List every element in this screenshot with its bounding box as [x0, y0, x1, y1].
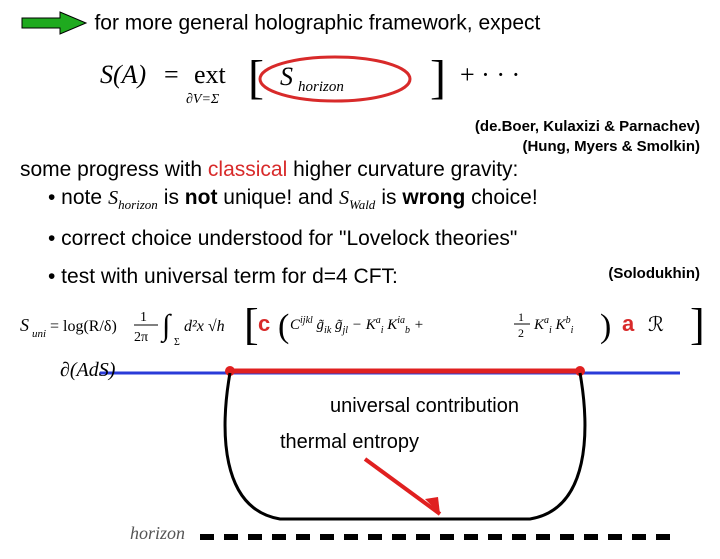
- a-label: a: [622, 311, 634, 337]
- entropy-diagram: universal contribution thermal entropy ∂…: [20, 359, 700, 559]
- equation-row: S uni = log(R/δ) 1 2π ∫ Σ d²x √h [ ] ( C…: [20, 299, 700, 353]
- progress-suffix: higher curvature gravity:: [287, 158, 518, 181]
- eq-suni: S: [20, 315, 29, 335]
- thermal-arrow-line: [365, 459, 440, 514]
- solodukhin-cite: (Solodukhin): [608, 265, 700, 282]
- citation-1: (de.Boer, Kulaxizi & Parnachev): [20, 117, 700, 137]
- note-mid3: is wrong choice!: [381, 186, 537, 210]
- formula-lhs: S(A): [100, 60, 146, 89]
- formula-eq: =: [164, 60, 179, 89]
- test-bullet: • test with universal term for d=4 CFT: …: [48, 265, 700, 289]
- eq-rparen: ): [600, 308, 611, 345]
- eq-frac-top: 1: [140, 310, 147, 325]
- eq-body2: Kai Kbi: [533, 315, 574, 336]
- note-mid1: is not unique! and: [164, 186, 333, 210]
- eq-int-sub: Σ: [174, 337, 180, 348]
- note-swald: SWald: [339, 187, 375, 213]
- citation-2: (Hung, Myers & Smolkin): [20, 137, 700, 157]
- eq-half-top: 1: [518, 310, 524, 324]
- eq-int: ∫: [160, 309, 172, 344]
- universal-contribution-label: universal contribution: [330, 395, 519, 418]
- lovelock-bullet: • correct choice understood for "Loveloc…: [48, 227, 700, 251]
- horizon-label: horizon: [130, 523, 185, 544]
- progress-prefix: some progress with: [20, 158, 208, 181]
- progress-line: some progress with classical higher curv…: [20, 158, 700, 182]
- eq-lparen: (: [278, 308, 289, 345]
- eq-body: Cijkl g̃ik g̃jl − Kai Kiab +: [290, 315, 424, 336]
- arrow-right-icon: [20, 10, 90, 41]
- eq-eq: = log(R/δ): [50, 318, 117, 335]
- main-formula: S(A) = ext ∂V=Σ [ ] S horizon + · · ·: [20, 49, 700, 113]
- thermal-entropy-label: thermal entropy: [280, 431, 419, 454]
- formula-tail: + · · ·: [460, 60, 520, 89]
- s-horizon: S: [280, 62, 293, 91]
- s-horizon-sub: horizon: [298, 79, 344, 95]
- note-bullet: • note Shorizon is not unique! and SWald…: [48, 186, 700, 213]
- eq-lbracket: [: [244, 300, 259, 349]
- eq-frac-bot: 2π: [134, 330, 148, 345]
- note-shorizon: Shorizon: [108, 187, 158, 213]
- eq-rbracket: ]: [690, 300, 705, 349]
- eq-suni-sub: uni: [32, 328, 46, 340]
- formula-ext: ext: [194, 60, 227, 89]
- rbracket: ]: [430, 51, 446, 104]
- c-label: c: [258, 311, 270, 337]
- note-prefix: • note: [48, 186, 102, 210]
- formula-sub: ∂V=Σ: [186, 92, 220, 107]
- eq-r: ℛ: [648, 314, 664, 336]
- progress-classical: classical: [208, 158, 287, 181]
- arrow-shape: [22, 12, 86, 34]
- ads-boundary-label: ∂(AdS): [60, 359, 115, 382]
- test-text: • test with universal term for d=4 CFT:: [48, 265, 398, 288]
- eq-dx: d²x √h: [184, 318, 225, 335]
- eq-half-bot: 2: [518, 326, 524, 340]
- header-text: for more general holographic framework, …: [94, 12, 540, 35]
- header-row: for more general holographic framework, …: [20, 10, 700, 41]
- diagram-svg: [20, 359, 710, 549]
